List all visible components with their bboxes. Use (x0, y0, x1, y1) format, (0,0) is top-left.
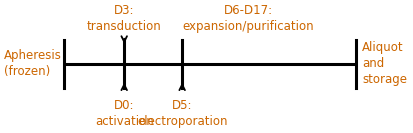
Text: D6-D17:
expansion/purification: D6-D17: expansion/purification (182, 4, 313, 33)
Text: D5:
electroporation: D5: electroporation (137, 99, 227, 128)
Text: D3:
transduction: D3: transduction (87, 4, 161, 33)
Text: Aliquot
and
storage: Aliquot and storage (361, 41, 406, 86)
Text: Apheresis
(frozen): Apheresis (frozen) (4, 49, 62, 78)
Text: D0:
activation: D0: activation (95, 99, 153, 128)
